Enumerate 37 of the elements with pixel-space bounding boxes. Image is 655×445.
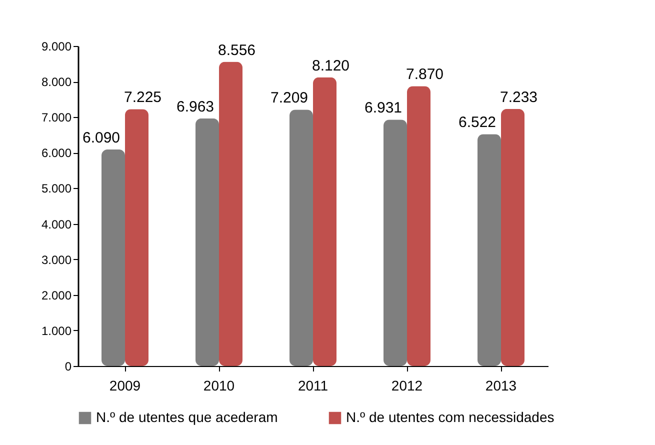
y-tick-label: 9.000	[41, 40, 72, 54]
legend-label: N.º de utentes com necessidades	[346, 409, 554, 425]
data-label: 8.120	[312, 57, 350, 74]
y-tick-label: 8.000	[41, 75, 72, 90]
bar	[102, 149, 125, 366]
y-tick-label: 1.000	[41, 324, 72, 338]
y-tick-label: 0	[64, 360, 72, 374]
bar	[196, 118, 219, 366]
data-label: 6.522	[458, 114, 496, 132]
bar	[219, 62, 242, 366]
x-tick-label: 2013	[485, 378, 517, 394]
bar	[407, 86, 430, 366]
x-tick-label: 2009	[109, 378, 141, 394]
data-label: 7.209	[270, 90, 308, 107]
y-tick-label: 2.000	[41, 288, 72, 302]
legend-label: N.º de utentes que acederam	[96, 409, 278, 425]
x-tick-label: 2010	[203, 378, 235, 394]
bar	[384, 120, 407, 366]
x-tick-label: 2012	[391, 378, 423, 394]
y-tick-label: 7.000	[41, 110, 72, 125]
bar	[313, 77, 336, 366]
data-label: 7.870	[406, 66, 444, 84]
data-label: 6.931	[364, 100, 402, 117]
data-label: 6.963	[176, 98, 214, 116]
data-label: 6.090	[82, 129, 120, 146]
data-label: 7.233	[500, 88, 538, 106]
bar	[290, 110, 313, 366]
bar	[125, 109, 148, 366]
data-label: 8.556	[218, 42, 256, 59]
y-tick-label: 5.000	[41, 182, 72, 196]
x-tick-label: 2011	[298, 378, 328, 394]
data-label: 7.225	[124, 89, 162, 106]
y-tick-label: 6.000	[41, 146, 72, 160]
y-tick-label: 4.000	[41, 217, 72, 232]
y-tick-label: 3.000	[41, 252, 72, 267]
bar	[478, 134, 501, 366]
bar	[501, 108, 524, 366]
